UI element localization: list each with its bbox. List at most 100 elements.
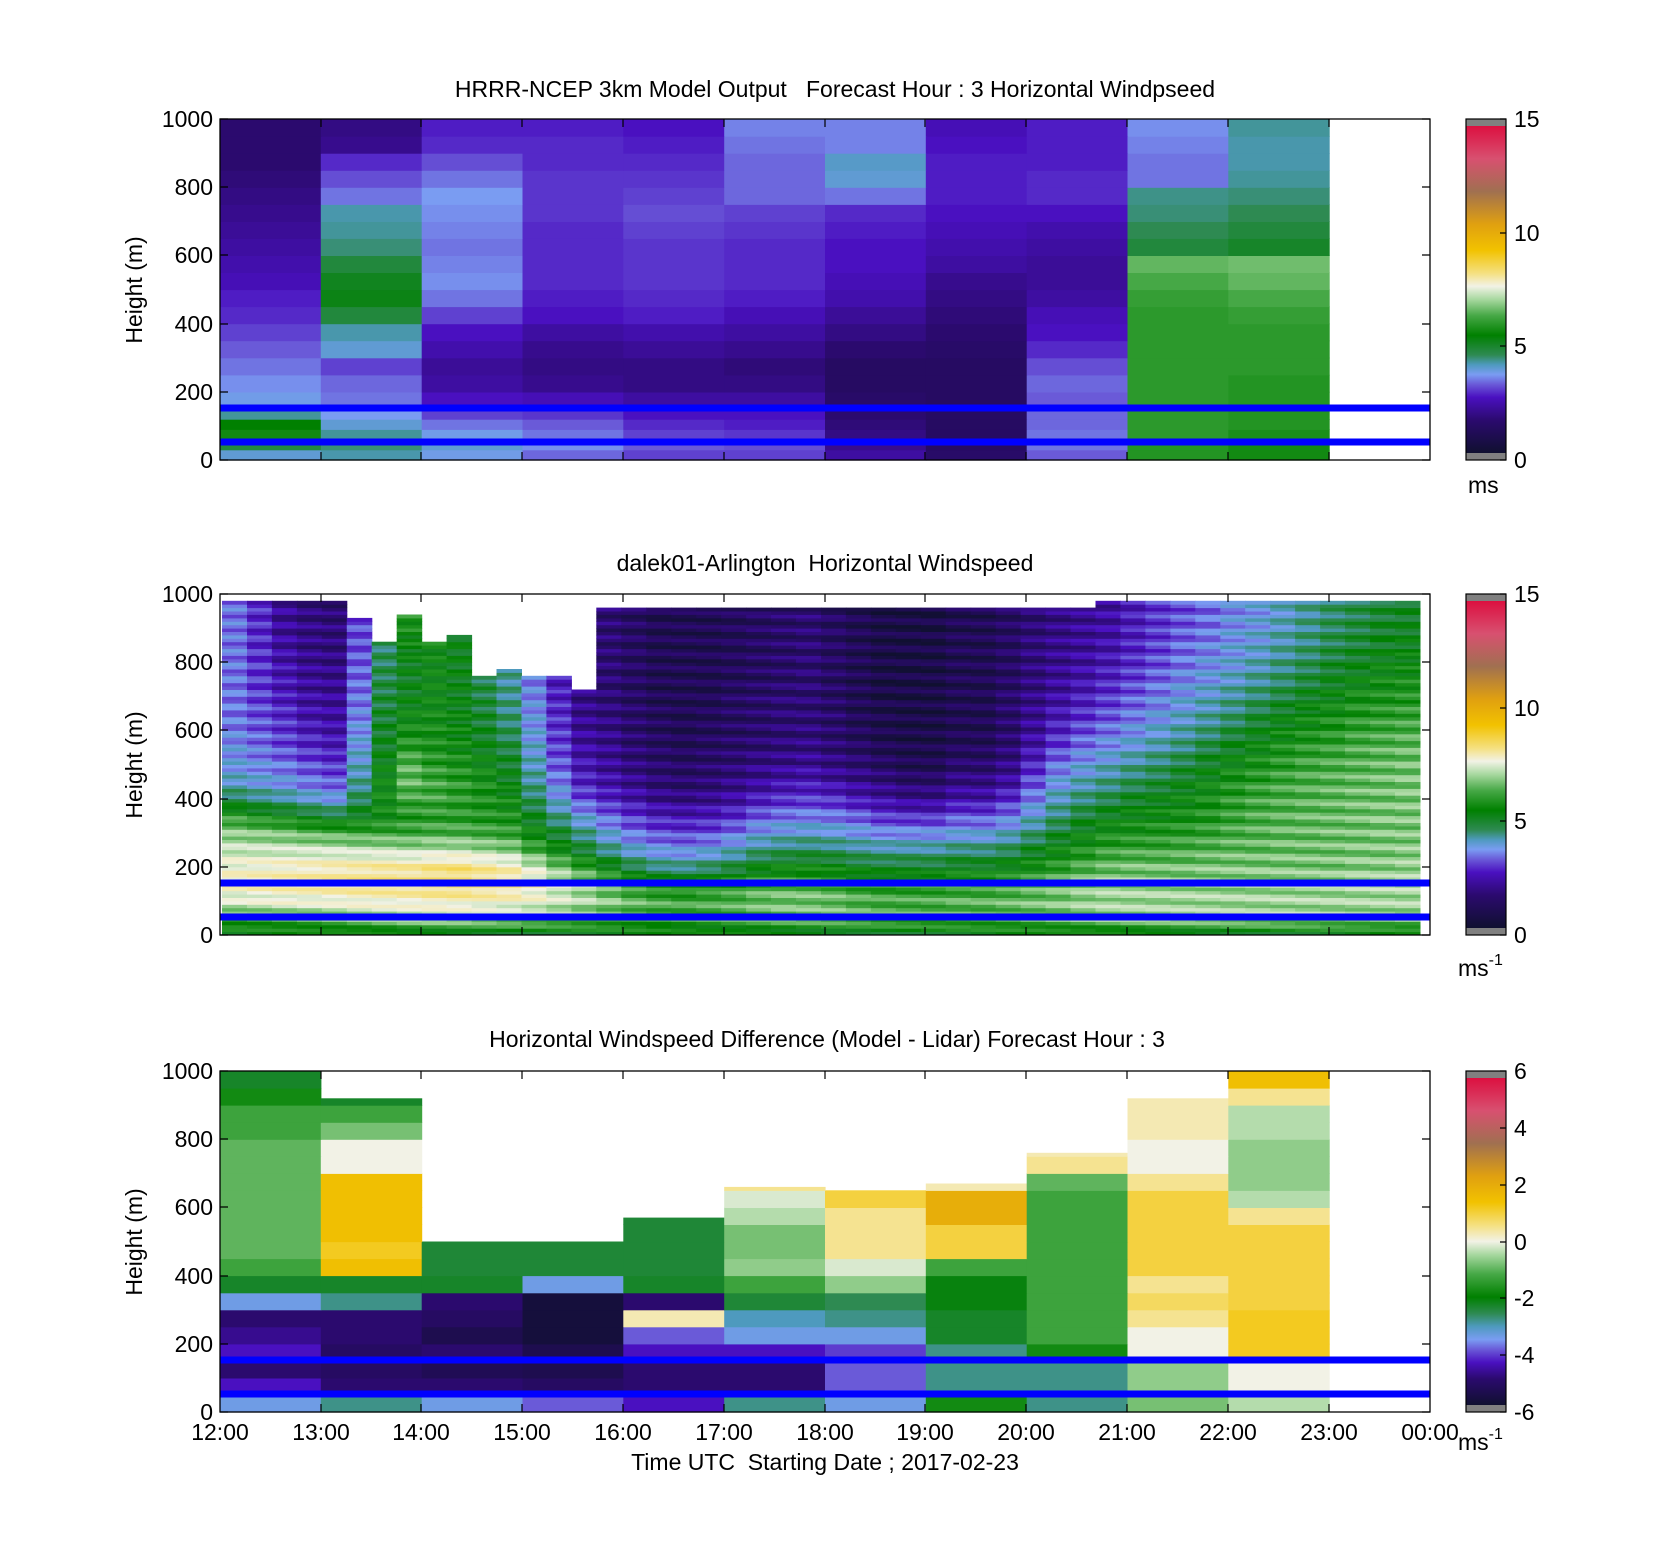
lidar-cell	[821, 645, 847, 650]
lidar-cell	[1070, 737, 1096, 742]
lidar-cell	[621, 791, 647, 796]
lidar-cell	[1020, 890, 1047, 895]
lidar-cell	[446, 839, 473, 844]
lidar-cell	[471, 713, 498, 718]
lidar-cell	[1020, 740, 1047, 745]
lidar-cell	[696, 842, 722, 847]
lidar-cell	[721, 686, 747, 690]
difference-cell	[825, 1395, 927, 1413]
lidar-cell	[396, 812, 423, 817]
lidar-cell	[271, 720, 298, 725]
lidar-cell	[970, 737, 997, 742]
lidar-cell	[1295, 703, 1321, 707]
lidar-cell	[1195, 897, 1221, 902]
lidar-cell	[546, 696, 572, 701]
lidar-cell	[970, 628, 997, 632]
lidar-cell	[920, 686, 947, 690]
lidar-cell	[1045, 924, 1072, 929]
lidar-cell	[646, 658, 672, 663]
colorbar-tick-label: 15	[1514, 581, 1540, 607]
lidar-cell	[546, 897, 572, 902]
lidar-cell	[546, 928, 572, 933]
lidar-cell	[895, 679, 922, 684]
lidar-cell	[1295, 614, 1321, 619]
lidar-cell	[1245, 836, 1271, 840]
lidar-cell	[1245, 802, 1271, 806]
lidar-cell	[1095, 672, 1121, 677]
difference-cell	[320, 1173, 423, 1191]
lidar-cell	[1345, 682, 1371, 687]
lidar-cell	[546, 699, 572, 704]
lidar-cell	[1095, 709, 1121, 714]
lidar-cell	[1195, 785, 1221, 789]
lidar-cell	[646, 733, 672, 738]
lidar-cell	[446, 641, 473, 646]
lidar-cell	[1245, 812, 1271, 817]
lidar-cell	[1395, 812, 1421, 817]
colorbar-cap	[1466, 594, 1506, 601]
lidar-cell	[521, 931, 547, 936]
lidar-cell	[1145, 767, 1171, 772]
lidar-cell	[247, 846, 273, 851]
lidar-cell	[521, 911, 547, 915]
lidar-cell	[546, 716, 572, 721]
lidar-cell	[496, 866, 522, 871]
lidar-cell	[1145, 744, 1171, 748]
lidar-cell	[621, 825, 647, 830]
difference-cell	[522, 1395, 624, 1413]
lidar-cell	[346, 648, 373, 653]
lidar-cell	[371, 706, 398, 711]
lidar-cell	[421, 928, 448, 933]
lidar-cell	[696, 863, 722, 868]
lidar-cell	[371, 709, 398, 714]
x-axis: 12:00 13:00 14:00 15:00 16:00 17:00 18:0…	[191, 1071, 1459, 1475]
lidar-cell	[845, 877, 872, 881]
lidar-cell	[1170, 802, 1196, 806]
lidar-cell	[746, 621, 772, 626]
lidar-cell	[646, 713, 672, 718]
lidar-cell	[596, 815, 622, 820]
difference-cell	[724, 1207, 826, 1225]
lidar-cell	[646, 638, 672, 643]
lidar-cell	[396, 860, 423, 864]
lidar-cell	[546, 686, 572, 690]
lidar-cell	[1170, 727, 1196, 731]
lidar-cell	[271, 727, 298, 731]
lidar-cell	[1195, 924, 1221, 929]
lidar-cell	[471, 825, 498, 830]
lidar-cell	[845, 720, 872, 725]
lidar-cell	[521, 832, 547, 837]
lidar-cell	[1270, 744, 1296, 748]
lidar-cell	[396, 805, 423, 810]
lidar-cell	[371, 825, 398, 830]
lidar-cell	[321, 860, 348, 864]
lidar-cell	[970, 652, 997, 656]
lidar-cell	[571, 716, 597, 721]
colorbar-frame	[1465, 118, 1507, 461]
lidar-cell	[1170, 628, 1196, 632]
lidar-cell	[1095, 665, 1121, 670]
lidar-cell	[1220, 825, 1246, 830]
lidar-cell	[346, 815, 373, 820]
lidar-cell	[546, 771, 572, 776]
lidar-cell	[247, 692, 273, 697]
lidar-cell	[1145, 730, 1171, 735]
lidar-cell	[771, 785, 797, 789]
lidar-cell	[546, 682, 572, 687]
lidar-cell	[1195, 614, 1221, 619]
lidar-cell	[796, 662, 822, 667]
colorbar-unit: ms	[1468, 472, 1499, 498]
lidar-cell	[247, 860, 273, 864]
lidar-cell	[771, 652, 797, 656]
lidar-cell	[596, 720, 622, 725]
lidar-cell	[1020, 723, 1047, 728]
lidar-cell	[1395, 897, 1421, 902]
lidar-cell	[646, 907, 672, 912]
lidar-cell	[621, 798, 647, 803]
lidar-cell	[1395, 658, 1421, 663]
lidar-cell	[920, 744, 947, 748]
lidar-cell	[870, 662, 897, 667]
lidar-cell	[970, 757, 997, 762]
lidar-cell	[371, 931, 398, 936]
lidar-cell	[621, 723, 647, 728]
